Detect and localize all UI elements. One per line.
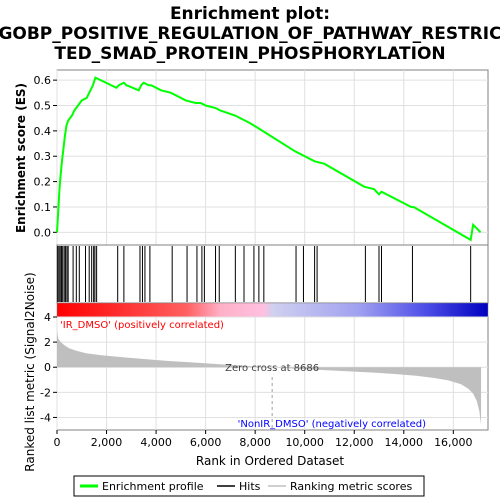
positive-class-label: 'IR_DMSO' (positively correlated)	[60, 320, 224, 331]
es-y-axis: 0.0 0.1 0.2 0.3 0.4 0.5 0.6	[34, 74, 57, 239]
es-tick-label: 0.0	[34, 226, 52, 239]
x-tick-label: 12,000	[335, 436, 374, 449]
es-tick-label: 0.2	[34, 176, 52, 189]
es-tick-label: 0.6	[34, 74, 52, 87]
hit-markers	[57, 246, 472, 302]
metric-gridlines	[56, 316, 488, 430]
es-tick-label: 0.4	[34, 125, 52, 138]
es-gridlines	[56, 70, 488, 245]
es-tick-label: 0.5	[34, 100, 52, 113]
metric-tick-label: 2	[44, 336, 51, 349]
zero-cross-label: Zero cross at 8686	[225, 363, 319, 374]
legend-box	[73, 475, 425, 497]
negative-class-label: 'NonIR_DMSO' (negatively correlated)	[238, 419, 426, 430]
legend-metric-label: Ranking metric scores	[290, 480, 412, 493]
metric-tick-label: 0	[44, 361, 51, 374]
x-tick-label: 8,000	[239, 436, 271, 449]
es-tick-label: 0.1	[34, 201, 52, 214]
x-tick-label: 14,000	[385, 436, 424, 449]
x-axis: 0 2,000 4,000 6,000 8,000 10,000 12,000 14,000 1…	[54, 430, 473, 449]
x-axis-label: Rank in Ordered Dataset	[196, 454, 344, 468]
x-tick-label: 16,000	[434, 436, 473, 449]
es-panel-frame	[56, 69, 489, 246]
es-y-axis-label: Enrichment score (ES)	[14, 83, 28, 233]
metric-y-axis-label: Ranked list metric (Signal2Noise)	[23, 272, 37, 471]
chart-title-line-3: TED_SMAD_PROTEIN_PHOSPHORYLATION	[54, 44, 445, 64]
hits-panel-frame	[56, 244, 489, 304]
rank-color-bar	[56, 302, 489, 318]
metric-tick-label: 4	[44, 311, 51, 324]
legend-profile-label: Enrichment profile	[102, 480, 204, 493]
x-tick-label: 10,000	[285, 436, 324, 449]
x-tick-label: 4,000	[140, 436, 172, 449]
x-tick-label: 2,000	[91, 436, 123, 449]
enrichment-profile-line	[56, 76, 482, 242]
x-tick-label: 0	[54, 436, 61, 449]
chart-title-line-1: Enrichment plot:	[170, 4, 330, 24]
metric-tick-label: -4	[40, 411, 51, 424]
legend-hits-label: Hits	[239, 480, 261, 493]
metric-y-axis: 4 2 0 -2 -4	[40, 311, 57, 424]
metric-tick-label: -2	[40, 386, 51, 399]
es-tick-label: 0.3	[34, 150, 52, 163]
chart-title-line-2: GOBP_POSITIVE_REGULATION_OF_PATHWAY_REST…	[0, 24, 500, 44]
x-tick-label: 6,000	[190, 436, 222, 449]
